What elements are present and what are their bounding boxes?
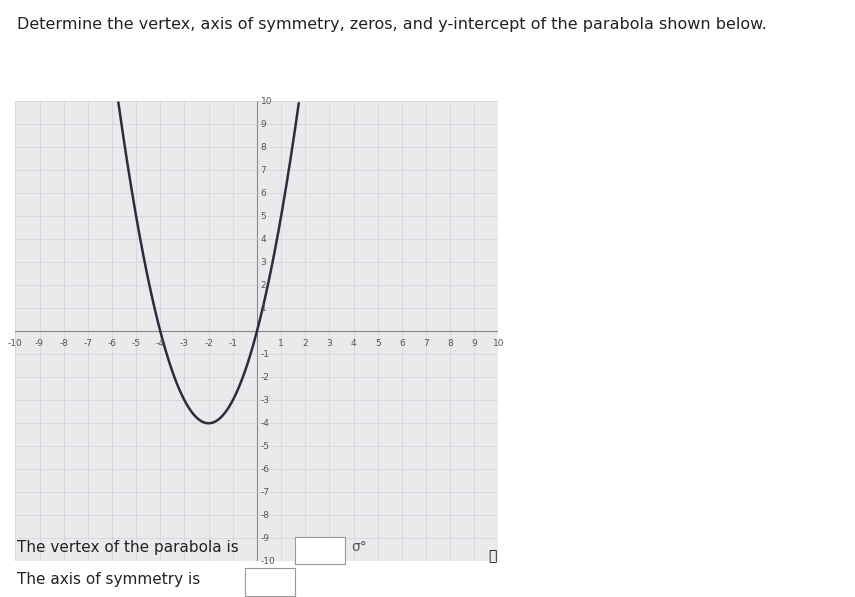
Text: 2: 2 bbox=[261, 281, 266, 290]
Text: -1: -1 bbox=[228, 339, 238, 349]
Text: 9: 9 bbox=[471, 339, 477, 349]
Text: -10: -10 bbox=[261, 556, 275, 566]
Text: 4: 4 bbox=[351, 339, 357, 349]
Text: -4: -4 bbox=[261, 418, 269, 428]
Text: -8: -8 bbox=[59, 339, 68, 349]
Text: -2: -2 bbox=[204, 339, 213, 349]
Text: -5: -5 bbox=[132, 339, 141, 349]
Text: 8: 8 bbox=[261, 143, 266, 152]
Text: Determine the vertex, axis of symmetry, zeros, and y-intercept of the parabola s: Determine the vertex, axis of symmetry, … bbox=[17, 17, 767, 32]
Text: 9: 9 bbox=[261, 120, 266, 129]
Text: -4: -4 bbox=[156, 339, 165, 349]
Text: -5: -5 bbox=[261, 442, 269, 451]
Text: The axis of symmetry is: The axis of symmetry is bbox=[17, 571, 200, 587]
Text: The vertex of the parabola is: The vertex of the parabola is bbox=[17, 540, 239, 555]
Text: -7: -7 bbox=[261, 488, 269, 497]
Text: -9: -9 bbox=[35, 339, 44, 349]
Text: -3: -3 bbox=[261, 396, 269, 405]
Text: 3: 3 bbox=[261, 258, 266, 267]
Text: -6: -6 bbox=[108, 339, 116, 349]
Text: 🔍: 🔍 bbox=[488, 549, 497, 564]
Text: 1: 1 bbox=[278, 339, 284, 349]
Text: 8: 8 bbox=[447, 339, 453, 349]
Text: -8: -8 bbox=[261, 510, 269, 520]
Text: 7: 7 bbox=[261, 166, 266, 175]
Text: -2: -2 bbox=[261, 373, 269, 382]
Text: -6: -6 bbox=[261, 464, 269, 474]
Text: -9: -9 bbox=[261, 534, 269, 543]
Text: -3: -3 bbox=[180, 339, 189, 349]
Text: 6: 6 bbox=[399, 339, 404, 349]
Text: -1: -1 bbox=[261, 350, 269, 359]
Text: 4: 4 bbox=[261, 235, 266, 244]
Text: 6: 6 bbox=[261, 189, 266, 198]
Text: -10: -10 bbox=[8, 339, 23, 349]
Text: 1: 1 bbox=[261, 304, 266, 313]
Text: σ°: σ° bbox=[351, 540, 367, 555]
Text: -7: -7 bbox=[83, 339, 92, 349]
Text: 5: 5 bbox=[261, 212, 266, 221]
Text: 10: 10 bbox=[492, 339, 504, 349]
Text: 10: 10 bbox=[261, 97, 272, 106]
Text: 7: 7 bbox=[423, 339, 429, 349]
Text: 2: 2 bbox=[303, 339, 308, 349]
Text: 5: 5 bbox=[374, 339, 380, 349]
Text: 3: 3 bbox=[327, 339, 333, 349]
